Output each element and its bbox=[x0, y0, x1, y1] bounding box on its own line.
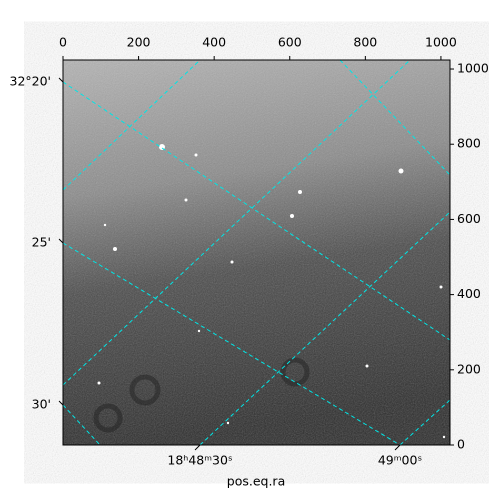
dec-tick bbox=[58, 77, 64, 83]
coordinate-grid bbox=[62, 59, 451, 446]
y-tick-label: 600 bbox=[457, 211, 481, 226]
x-tick-label: 200 bbox=[127, 35, 151, 50]
image bbox=[63, 60, 450, 445]
dec-tick-label: 32°20' bbox=[10, 74, 52, 89]
y-tick-label: 0 bbox=[457, 437, 465, 452]
dec-tick bbox=[58, 238, 64, 244]
y-tick-label: 200 bbox=[457, 361, 481, 376]
axes-frame bbox=[62, 59, 451, 446]
dec-tick-label: 30' bbox=[32, 397, 51, 412]
ra-tick-label: 49ᵐ00ˢ bbox=[378, 453, 422, 468]
ra-tick bbox=[394, 444, 401, 451]
y-tick-label: 800 bbox=[457, 136, 481, 151]
x-tick-label: 600 bbox=[278, 35, 302, 50]
x-tick-label: 800 bbox=[353, 35, 377, 50]
dec-tick-label: 25' bbox=[32, 235, 51, 250]
y-tick-label: 1000 bbox=[457, 61, 489, 76]
ra-tick bbox=[194, 444, 201, 451]
dec-tick bbox=[58, 400, 64, 406]
x-tick-label: 400 bbox=[202, 35, 226, 50]
y-tick-label: 400 bbox=[457, 286, 481, 301]
x-axis-label: pos.eq.ra bbox=[227, 474, 285, 489]
ra-tick-label: 18ʰ48ᵐ30ˢ bbox=[167, 453, 232, 468]
x-tick-label: 0 bbox=[59, 35, 67, 50]
x-tick-label: 1000 bbox=[425, 35, 457, 50]
